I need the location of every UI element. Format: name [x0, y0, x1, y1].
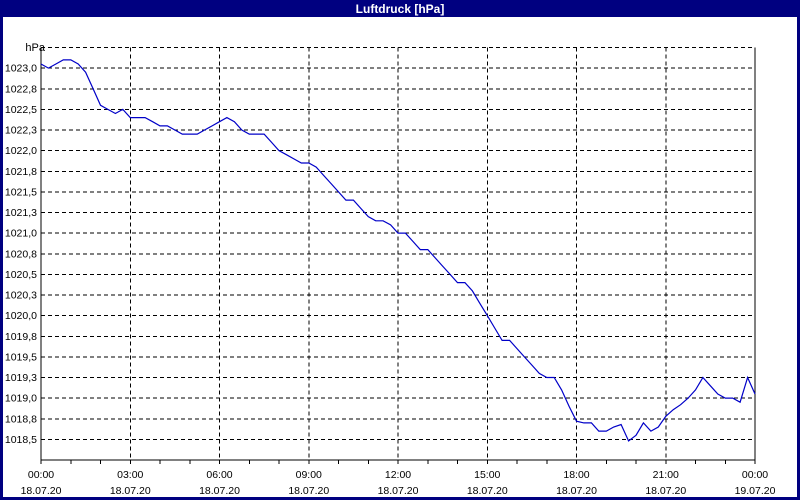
y-axis-label: 1019,3: [5, 372, 37, 384]
y-axis-label: 1021,0: [5, 228, 37, 240]
x-axis-date-label: 18.07.20: [199, 485, 240, 497]
y-axis-label: 1023,0: [5, 63, 37, 75]
y-axis-label: 1020,8: [5, 248, 37, 260]
x-axis-time-label: 21:00: [653, 469, 679, 481]
x-axis-date-label: 18.07.20: [556, 485, 597, 497]
x-axis-time-label: 03:00: [117, 469, 143, 481]
y-axis-label: 1022,5: [5, 104, 37, 116]
y-axis-label: 1018,8: [5, 413, 37, 425]
x-axis-time-label: 18:00: [563, 469, 589, 481]
pressure-line: [40, 59, 756, 442]
y-axis-label: 1020,0: [5, 310, 37, 322]
y-axis-label: 1019,8: [5, 331, 37, 343]
x-axis-time-label: 06:00: [206, 469, 232, 481]
x-axis-date-label: 18.07.20: [378, 485, 419, 497]
x-axis-time-label: 15:00: [474, 469, 500, 481]
x-axis-date-label: 18.07.20: [21, 485, 62, 497]
x-axis-time-label: 00:00: [28, 469, 54, 481]
y-axis-unit-label: hPa: [25, 42, 45, 54]
y-axis-label: 1019,0: [5, 393, 37, 405]
x-axis-date-label: 18.07.20: [645, 485, 686, 497]
x-axis-time-label: 09:00: [296, 469, 322, 481]
x-axis-time-label: 00:00: [742, 469, 768, 481]
x-axis-date-label: 18.07.20: [467, 485, 508, 497]
x-axis-date-label: 19.07.20: [735, 485, 776, 497]
title-bar: Luftdruck [hPa]: [0, 0, 800, 17]
y-axis-label: 1020,5: [5, 269, 37, 281]
y-axis-label: 1022,0: [5, 145, 37, 157]
y-axis-label: 1020,3: [5, 290, 37, 302]
y-axis-label: 1021,5: [5, 186, 37, 198]
x-axis-date-label: 18.07.20: [288, 485, 329, 497]
y-axis-label: 1021,8: [5, 166, 37, 178]
y-axis-label: 1019,5: [5, 351, 37, 363]
y-axis-label: 1018,5: [5, 434, 37, 446]
y-axis-label: 1022,8: [5, 83, 37, 95]
x-axis-time-label: 12:00: [385, 469, 411, 481]
y-axis-label: 1022,3: [5, 125, 37, 137]
y-axis-label: 1021,3: [5, 207, 37, 219]
chart-title: Luftdruck [hPa]: [355, 1, 445, 16]
x-axis-date-label: 18.07.20: [110, 485, 151, 497]
